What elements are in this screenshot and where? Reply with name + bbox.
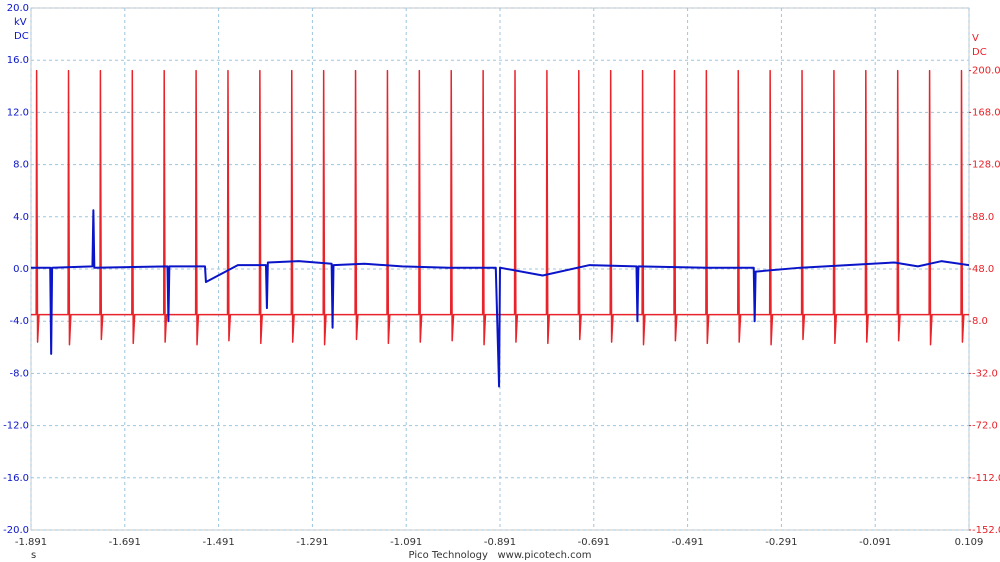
x-tick-label: -0.891 bbox=[484, 537, 516, 548]
y2-tick-label: 168.0 bbox=[972, 107, 1000, 118]
x-tick-label: -1.091 bbox=[390, 537, 422, 548]
y-tick-label: 8.0 bbox=[13, 160, 29, 171]
y-tick-label: 20.0 bbox=[7, 3, 29, 14]
y-unit: kV bbox=[14, 17, 27, 28]
y-unit: DC bbox=[14, 31, 29, 42]
x-tick-label: -0.491 bbox=[671, 537, 703, 548]
y2-unit: V bbox=[972, 33, 979, 44]
x-tick-label: -0.091 bbox=[859, 537, 891, 548]
y2-tick-label: 48.0 bbox=[972, 264, 994, 275]
y2-tick-label: -32.0 bbox=[972, 368, 998, 379]
y2-tick-label: -152.0 bbox=[972, 525, 1000, 536]
y2-tick-label: 200.0 bbox=[972, 66, 1000, 77]
y-tick-label: 0.0 bbox=[13, 264, 29, 275]
x-tick-label: -1.291 bbox=[296, 537, 328, 548]
x-tick-label: -1.691 bbox=[109, 537, 141, 548]
x-tick-label: -1.891 bbox=[15, 537, 47, 548]
y2-tick-label: 128.0 bbox=[972, 160, 1000, 171]
y-tick-label: -8.0 bbox=[9, 368, 29, 379]
y-tick-label: -4.0 bbox=[9, 316, 29, 327]
y-tick-label: 12.0 bbox=[7, 107, 29, 118]
x-tick-label: -0.291 bbox=[765, 537, 797, 548]
y2-tick-label: -112.0 bbox=[972, 473, 1000, 484]
traces bbox=[31, 69, 969, 388]
x-tick-label: -0.691 bbox=[578, 537, 610, 548]
grid bbox=[30, 7, 970, 531]
x-tick-label: -1.491 bbox=[202, 537, 234, 548]
y2-unit: DC bbox=[972, 47, 987, 58]
y2-tick-label: -72.0 bbox=[972, 421, 998, 432]
y-tick-label: -20.0 bbox=[3, 525, 29, 536]
trace bbox=[31, 209, 969, 388]
y-tick-label: 16.0 bbox=[7, 55, 29, 66]
x-tick-label: 0.109 bbox=[955, 537, 984, 548]
y2-tick-label: 8.0 bbox=[972, 316, 988, 327]
x-axis-label: s bbox=[31, 550, 36, 561]
footer: Pico Technology www.picotech.com bbox=[409, 550, 592, 561]
y-tick-label: 4.0 bbox=[13, 212, 29, 223]
y2-tick-label: 88.0 bbox=[972, 212, 994, 223]
y-tick-label: -16.0 bbox=[3, 473, 29, 484]
y-tick-label: -12.0 bbox=[3, 421, 29, 432]
